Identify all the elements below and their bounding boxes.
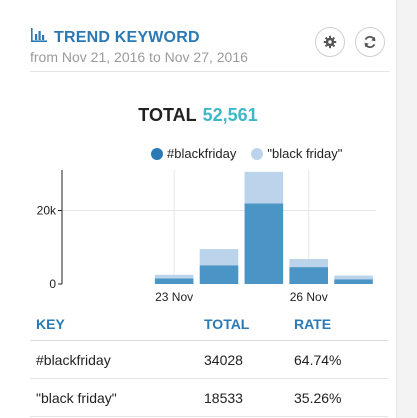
total-value: 52,561 — [202, 105, 258, 125]
legend-dot — [251, 147, 264, 160]
cell-total: 18533 — [204, 378, 294, 417]
table-header-row: KEY TOTAL RATE — [30, 306, 388, 341]
legend-dot — [151, 147, 163, 160]
bar-series-1[interactable] — [244, 203, 284, 284]
cell-key: "black friday" — [30, 378, 204, 417]
total-label: TOTAL — [138, 105, 197, 125]
cell-key: #blackfriday — [30, 340, 204, 379]
bar-series-1[interactable] — [289, 267, 329, 284]
legend-item-series-2[interactable]: "black friday" — [251, 146, 342, 161]
column-header-rate[interactable]: RATE — [294, 306, 388, 341]
trend-keyword-widget: TREND KEYWORD from Nov 21, 2016 to Nov 2… — [0, 0, 397, 418]
bar-series-2[interactable] — [154, 274, 194, 279]
refresh-button[interactable] — [355, 27, 385, 57]
bar-series-2[interactable] — [334, 275, 373, 280]
bar-series-1[interactable] — [334, 279, 373, 284]
column-header-key[interactable]: KEY — [30, 306, 204, 341]
y-tick-label: 20k — [37, 203, 57, 217]
legend-label: "black friday" — [267, 146, 343, 161]
cell-total: 34028 — [204, 340, 294, 379]
refresh-icon — [363, 35, 377, 49]
date-range: from Nov 21, 2016 to Nov 27, 2016 — [30, 49, 248, 65]
stacked-bar-chart: 0 20k 23 Nov 26 Nov — [37, 170, 376, 304]
bar-series-2[interactable] — [289, 258, 329, 268]
bar-series-2[interactable] — [244, 171, 284, 204]
table-row: #blackfriday 34028 64.74% — [30, 340, 388, 379]
settings-button[interactable] — [315, 27, 345, 57]
keyword-table: KEY TOTAL RATE #blackfriday 34028 64.74%… — [30, 306, 388, 417]
total-summary: TOTAL 52,561 — [0, 105, 396, 126]
bar-chart-icon — [30, 28, 48, 47]
widget-header: TREND KEYWORD from Nov 21, 2016 to Nov 2… — [30, 28, 390, 65]
y-tick-label: 0 — [49, 277, 56, 291]
legend-item-series-1[interactable]: #blackfriday — [151, 146, 236, 161]
x-tick-label: 26 Nov — [290, 290, 328, 304]
column-header-total[interactable]: TOTAL — [204, 306, 294, 341]
bar-series-1[interactable] — [199, 265, 239, 284]
bar-series-1[interactable] — [154, 278, 194, 284]
gear-icon — [323, 35, 337, 49]
cell-rate: 64.74% — [294, 340, 388, 379]
header-divider — [30, 71, 390, 72]
x-tick-label: 23 Nov — [155, 290, 193, 304]
legend-label: #blackfriday — [167, 146, 237, 161]
table-row: "black friday" 18533 35.26% — [30, 378, 388, 417]
chart-legend: #blackfriday "black friday" — [151, 146, 357, 161]
bar-series-2[interactable] — [199, 249, 239, 266]
widget-title: TREND KEYWORD — [54, 28, 200, 46]
cell-rate: 35.26% — [294, 378, 388, 417]
